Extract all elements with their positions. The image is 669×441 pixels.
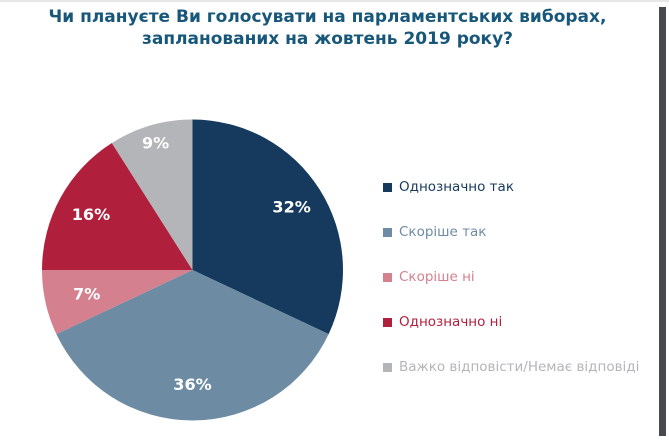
- legend-label: Однозначно так: [399, 179, 514, 195]
- vertical-scrollbar-thumb[interactable]: [659, 7, 666, 436]
- pie-slice-label-1: 32%: [272, 198, 310, 217]
- legend-item-5: Важко відповісти/Немає відповіді: [383, 357, 655, 377]
- legend: Однозначно так Скоріше так Скоріше ні Одноз…: [383, 177, 655, 377]
- pie-slice-label-5: 9%: [142, 133, 169, 152]
- legend-item-1: Однозначно так: [383, 177, 655, 197]
- legend-swatch-icon: [383, 272, 392, 282]
- pie-slice-1: [192, 119, 343, 335]
- legend-item-2: Скоріше так: [383, 222, 655, 242]
- legend-label: Однозначно ні: [399, 314, 503, 330]
- pie-slice-3: [42, 270, 193, 335]
- legend-swatch-icon: [383, 317, 392, 327]
- pie-chart-container: 32% 36% 7% 16% 9%: [42, 119, 343, 421]
- legend-label: Скоріше ні: [399, 269, 475, 285]
- pie-slice-2: [56, 270, 329, 421]
- legend-swatch-icon: [383, 362, 392, 372]
- pie-slice-label-4: 16%: [72, 205, 110, 224]
- pie-slice-label-3: 7%: [73, 284, 100, 303]
- pie-slice-5: [111, 119, 193, 270]
- legend-swatch-icon: [383, 227, 392, 237]
- legend-label: Важко відповісти/Немає відповіді: [399, 359, 640, 375]
- legend-label: Скоріше так: [399, 224, 487, 240]
- legend-item-3: Скоріше ні: [383, 267, 655, 287]
- pie-slice-4: [42, 142, 193, 270]
- legend-item-4: Однозначно ні: [383, 312, 655, 332]
- pie-chart: 32% 36% 7% 16% 9%: [42, 119, 343, 421]
- legend-swatch-icon: [383, 182, 392, 192]
- pie-slice-label-2: 36%: [173, 375, 211, 394]
- top-border-divider: [0, 0, 669, 2]
- chart-title: Чи плануєте Ви голосувати на парламентсь…: [48, 7, 607, 49]
